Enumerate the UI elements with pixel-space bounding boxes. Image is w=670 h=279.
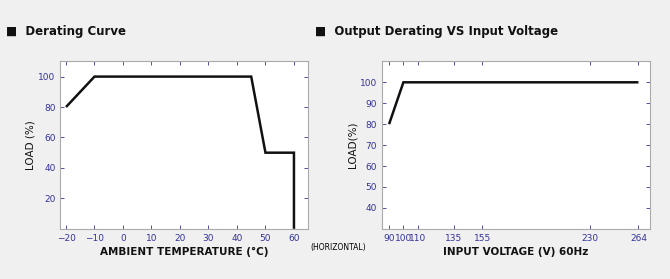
Text: ■  Output Derating VS Input Voltage: ■ Output Derating VS Input Voltage	[316, 25, 559, 38]
X-axis label: INPUT VOLTAGE (V) 60Hz: INPUT VOLTAGE (V) 60Hz	[444, 247, 588, 257]
Text: (HORIZONTAL): (HORIZONTAL)	[311, 243, 366, 252]
Y-axis label: LOAD(%): LOAD(%)	[347, 122, 357, 168]
X-axis label: AMBIENT TEMPERATURE (°C): AMBIENT TEMPERATURE (°C)	[100, 247, 269, 257]
Y-axis label: LOAD (%): LOAD (%)	[25, 120, 36, 170]
Text: ■  Derating Curve: ■ Derating Curve	[6, 25, 126, 38]
